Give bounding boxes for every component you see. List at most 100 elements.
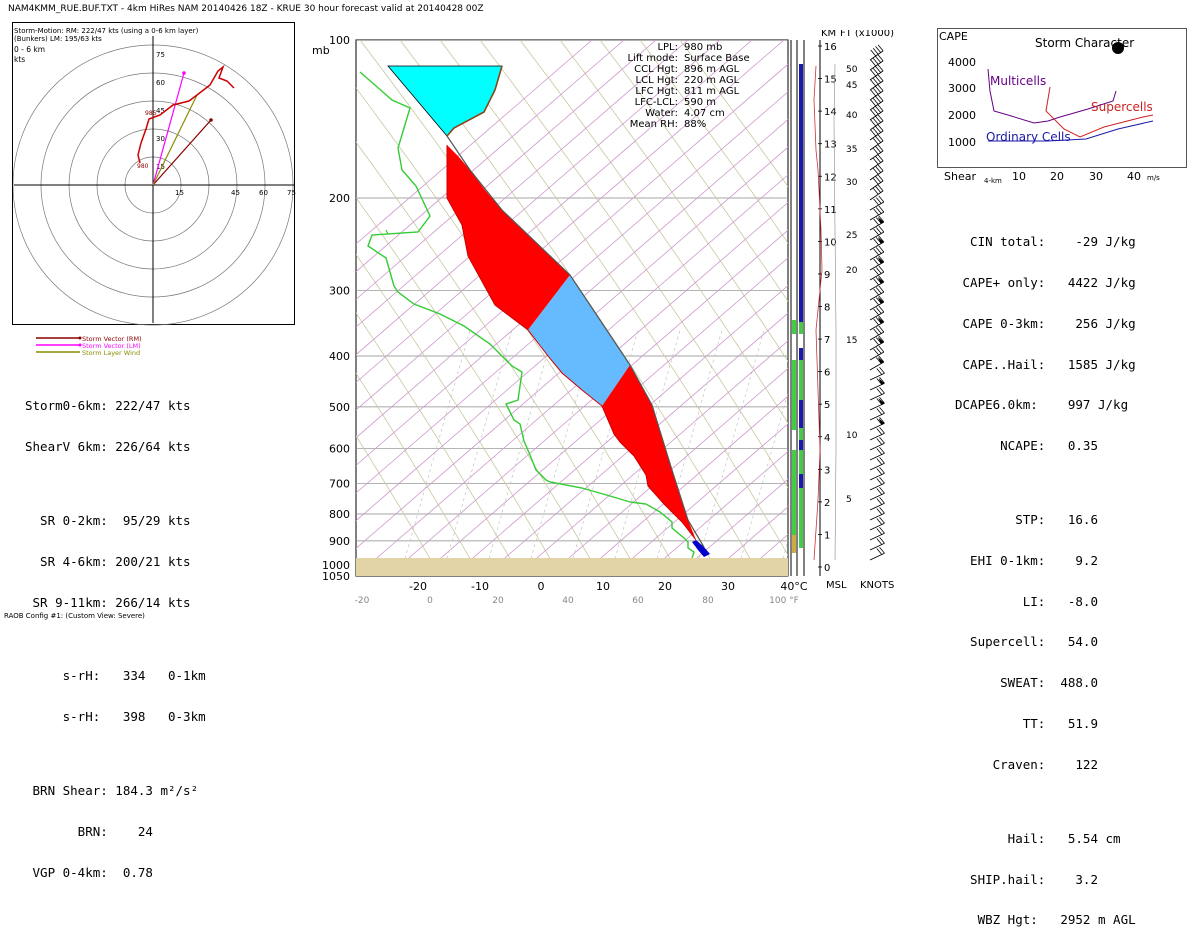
stat-line: TT: 51.9 xyxy=(955,715,1098,731)
wind-barb-feather xyxy=(872,88,879,95)
wind-barb-feather xyxy=(870,59,877,67)
temperature-trace xyxy=(446,145,697,541)
pressure-label: 900 xyxy=(329,535,350,548)
wind-barb-feather xyxy=(877,164,884,172)
parcel-trace xyxy=(446,135,705,548)
wind-barb-feather xyxy=(875,186,881,193)
wind-barb-feather xyxy=(873,258,879,266)
isotherm-line xyxy=(356,40,657,300)
dry-adiabat-line xyxy=(479,40,788,489)
stat-line: Hail: 5.54 cm xyxy=(955,830,1121,846)
stat-line: SWEAT: 488.0 xyxy=(955,675,1098,691)
wind-barb-feather xyxy=(876,548,883,555)
shear-sublabel: 4-km xyxy=(984,177,1002,185)
isotherm-line xyxy=(643,450,788,576)
wind-barb-feather xyxy=(878,285,885,293)
km-label: 2 xyxy=(824,498,830,509)
mixing-ratio-line xyxy=(525,329,597,576)
hodograph-legend: Storm Vector (RM) Storm Vector (LM) Stor… xyxy=(36,335,142,357)
hodograph-panel: Storm-Motion: RM: 222/47 kts (using a 0-… xyxy=(12,22,296,326)
km-label: 1 xyxy=(824,530,830,541)
stat-line xyxy=(25,751,206,757)
wind-barb-feather xyxy=(876,408,883,415)
legend-rm-label: Storm Vector (RM) xyxy=(82,335,142,343)
legend-lm-dot xyxy=(78,343,82,347)
wind-barb-feather xyxy=(875,307,882,314)
wind-barb-feather xyxy=(876,368,883,375)
wind-barb-feather xyxy=(877,44,884,52)
stat-line: CAPE 0-3km: 256 J/kg xyxy=(955,315,1136,331)
wind-barb-shaft xyxy=(869,190,884,201)
wind-barb-feather xyxy=(875,227,882,234)
isotherm-line xyxy=(515,340,788,576)
wind-barb-feather xyxy=(873,298,879,306)
wind-barb-feather xyxy=(878,355,885,363)
multicells-boundary xyxy=(987,68,1117,124)
wind-barb-feather xyxy=(873,198,879,206)
wind-barb-shaft xyxy=(869,502,885,511)
wind-barb-feather xyxy=(879,406,885,414)
wind-barb-feather xyxy=(878,315,885,323)
wind-barb-feather xyxy=(872,98,879,105)
isotherm-line xyxy=(356,146,788,522)
config-footer: RAOB Config #1: (Custom View: Severe) xyxy=(4,612,145,620)
wind-barb-shaft xyxy=(869,251,885,261)
wind-barb-feather xyxy=(872,128,879,135)
msl-profile-trace xyxy=(813,65,823,561)
stat-line: CIN total: -29 J/kg xyxy=(955,234,1136,250)
wind-barb-shaft xyxy=(869,522,885,531)
stat-line: Supercell: 54.0 xyxy=(955,634,1098,650)
wind-barb-feather xyxy=(872,158,879,165)
wind-barb-feather xyxy=(873,308,879,316)
wind-barb-feather xyxy=(879,416,885,424)
wind-barb-shaft xyxy=(869,180,884,191)
dry-adiabat-line xyxy=(356,141,641,576)
pressure-label: 300 xyxy=(329,284,350,297)
column-bar-left-tan xyxy=(792,535,796,553)
wind-barb-feather xyxy=(876,438,883,445)
stat-line: DCAPE6.0km: 997 J/kg xyxy=(955,397,1129,413)
wind-barb-feather xyxy=(876,468,883,475)
km-label: 16 xyxy=(824,42,837,53)
ft-label: 15 xyxy=(846,336,857,346)
wind-barb-shaft xyxy=(869,211,885,221)
legend-layer-label: Storm Layer Wind xyxy=(82,349,140,357)
wind-barb-feather xyxy=(873,278,879,286)
stat-line xyxy=(25,481,206,487)
storm-vector-lm xyxy=(152,72,185,186)
temperature-c-axis-labels: -20 -10 0 10 20 30 40°C xyxy=(409,580,808,593)
wind-barb-feather xyxy=(879,456,885,464)
hodograph-ring-label: 45 xyxy=(231,189,240,197)
km-label: 12 xyxy=(824,172,837,183)
wind-barb-feather xyxy=(876,518,883,525)
temp-f-label: -20 xyxy=(355,596,370,606)
ft-label: 35 xyxy=(846,145,857,155)
hodograph-ring-label-y: 15 xyxy=(156,163,165,171)
dry-adiabat-line xyxy=(356,312,521,576)
hodograph-ring-label-y: 60 xyxy=(156,79,165,87)
mixing-ratio-line xyxy=(567,329,639,576)
wind-barb-feather xyxy=(877,94,884,102)
wind-barb-shaft xyxy=(869,120,884,131)
stat-line: Storm0-6km: 222/47 kts xyxy=(25,398,191,414)
wind-barb-feather xyxy=(873,238,879,246)
km-label: 3 xyxy=(824,465,830,476)
temp-f-label: 80 xyxy=(702,596,714,606)
stat-line xyxy=(955,799,1136,805)
wind-barb-feather xyxy=(876,458,883,465)
stat-line: s-rH: 398 0-3km xyxy=(25,709,206,725)
window-title: NAM4KMM_RUE.BUF.TXT - 4km HiRes NAM 2014… xyxy=(8,4,484,14)
wind-barb-feather xyxy=(879,536,885,544)
dry-adiabat-line xyxy=(356,196,601,576)
wind-barb-feather xyxy=(878,245,885,253)
wind-barb-flag xyxy=(878,378,885,386)
isotherm-line xyxy=(356,174,788,549)
dry-adiabat-line xyxy=(519,40,788,424)
wind-barb-feather xyxy=(872,148,879,155)
wind-barb-feather xyxy=(879,516,885,524)
temp-f-label: 40 xyxy=(562,596,574,606)
wind-barb-feather xyxy=(873,338,879,346)
stat-line: SR 9-11km: 266/14 kts xyxy=(25,594,191,610)
wind-barb-feather xyxy=(876,528,883,535)
